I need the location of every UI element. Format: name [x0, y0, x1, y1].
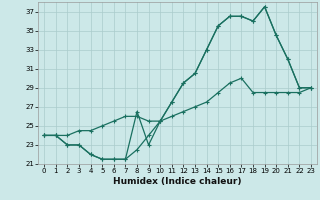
X-axis label: Humidex (Indice chaleur): Humidex (Indice chaleur) [113, 177, 242, 186]
